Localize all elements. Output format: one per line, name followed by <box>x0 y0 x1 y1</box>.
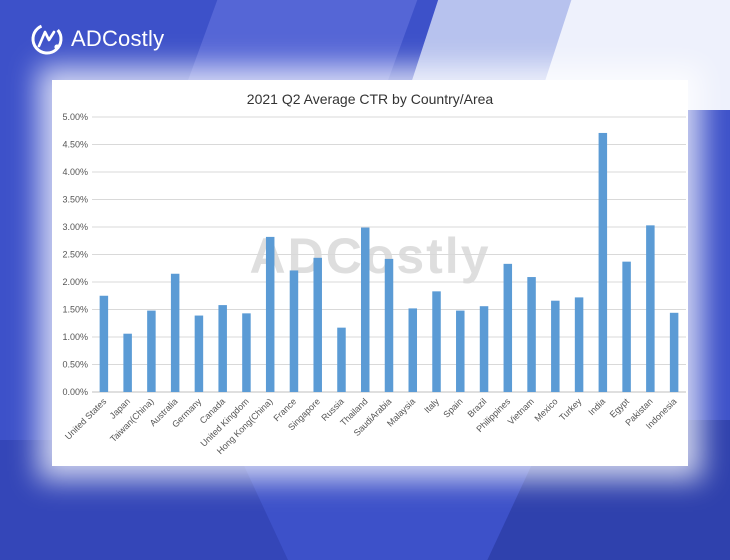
bar <box>646 225 655 392</box>
chart-panel: ADCostly 0.00% 0.50% 1.00% 1.50% 2.00% 2.50% 3… <box>52 80 688 466</box>
bar <box>170 273 180 392</box>
chart-title: 2021 Q2 Average CTR by Country/Area <box>247 91 494 107</box>
brand-name: ADCostly <box>71 26 165 51</box>
bar <box>265 236 275 392</box>
y-tick-label: 4.00% <box>62 167 88 177</box>
bar <box>622 261 631 392</box>
brand-logo: ADCostly <box>30 22 164 56</box>
bar <box>574 297 584 392</box>
bar <box>408 308 418 392</box>
bar <box>456 310 465 392</box>
bar <box>218 305 227 392</box>
bar <box>479 306 489 392</box>
bar <box>242 313 251 392</box>
background-shape <box>188 0 432 80</box>
bar <box>99 295 109 392</box>
y-tick-label: 0.00% <box>62 387 88 397</box>
bar <box>289 270 299 392</box>
y-tick-label: 1.00% <box>62 332 88 342</box>
bar <box>598 132 608 392</box>
bar-chart: ADCostly 0.00% 0.50% 1.00% 1.50% 2.00% 2.50% 3… <box>62 91 686 456</box>
x-tick-label: Mexico <box>532 396 559 423</box>
bar <box>313 257 322 392</box>
bar <box>432 291 441 392</box>
bar <box>503 263 513 392</box>
x-tick-label: Turkey <box>557 396 584 423</box>
y-tick-label: 4.50% <box>62 140 88 150</box>
y-tick-label: 1.50% <box>62 305 88 315</box>
bar <box>384 258 394 392</box>
x-tick-label: Spain <box>441 396 464 419</box>
y-tick-label: 2.50% <box>62 250 88 260</box>
x-tick-label: Vietnam <box>506 396 536 426</box>
bar <box>669 312 679 392</box>
bar <box>360 227 370 392</box>
y-tick-label: 3.50% <box>62 195 88 205</box>
bar <box>551 300 560 392</box>
chart-watermark: ADCostly <box>249 228 490 284</box>
adcostly-logo-icon <box>31 23 63 55</box>
y-tick-label: 0.50% <box>62 360 88 370</box>
bar <box>147 310 156 392</box>
bar <box>527 277 536 392</box>
y-tick-label: 5.00% <box>62 112 88 122</box>
x-tick-label: India <box>586 396 607 417</box>
y-tick-label: 3.00% <box>62 222 88 232</box>
bar <box>337 327 346 392</box>
bar <box>194 315 204 392</box>
bar <box>123 333 132 392</box>
x-tick-label: United States <box>63 396 109 442</box>
y-tick-label: 2.00% <box>62 277 88 287</box>
x-tick-label: Italy <box>422 396 441 415</box>
